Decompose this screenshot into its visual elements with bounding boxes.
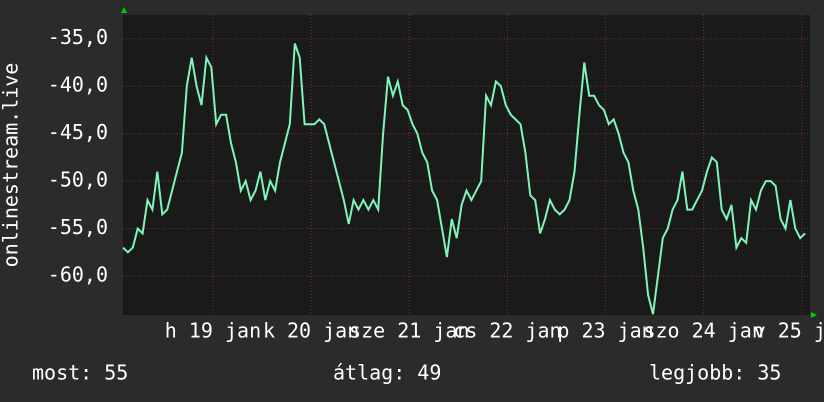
x-tick-label: sze 21 jan [349,319,469,343]
x-tick-label: szo 24 jan [643,319,763,343]
x-tick-label: h 19 jan [165,319,261,343]
y-tick-label: -50,0 [48,168,108,192]
y-tick-label: -35,0 [48,25,108,49]
axis-arrow [811,312,817,318]
axis-arrow [121,7,127,13]
x-tick-label: k 20 jan [263,319,359,343]
y-tick-label: -55,0 [48,215,108,239]
footer-now: most: 55 [32,361,128,385]
data-line [122,43,806,315]
y-tick-label: -40,0 [48,73,108,97]
x-tick-label: p 23 jan [557,319,653,343]
x-tick-label: v 25 jan [754,319,824,343]
x-tick-label: cs 22 jan [453,319,561,343]
footer-avg: átlag: 49 [333,361,441,385]
y-axis-label: onlinestream.live [0,63,23,268]
footer-best: legjobb: 35 [649,361,781,385]
y-tick-label: -45,0 [48,120,108,144]
plot-area [123,15,810,315]
y-tick-label: -60,0 [48,263,108,287]
